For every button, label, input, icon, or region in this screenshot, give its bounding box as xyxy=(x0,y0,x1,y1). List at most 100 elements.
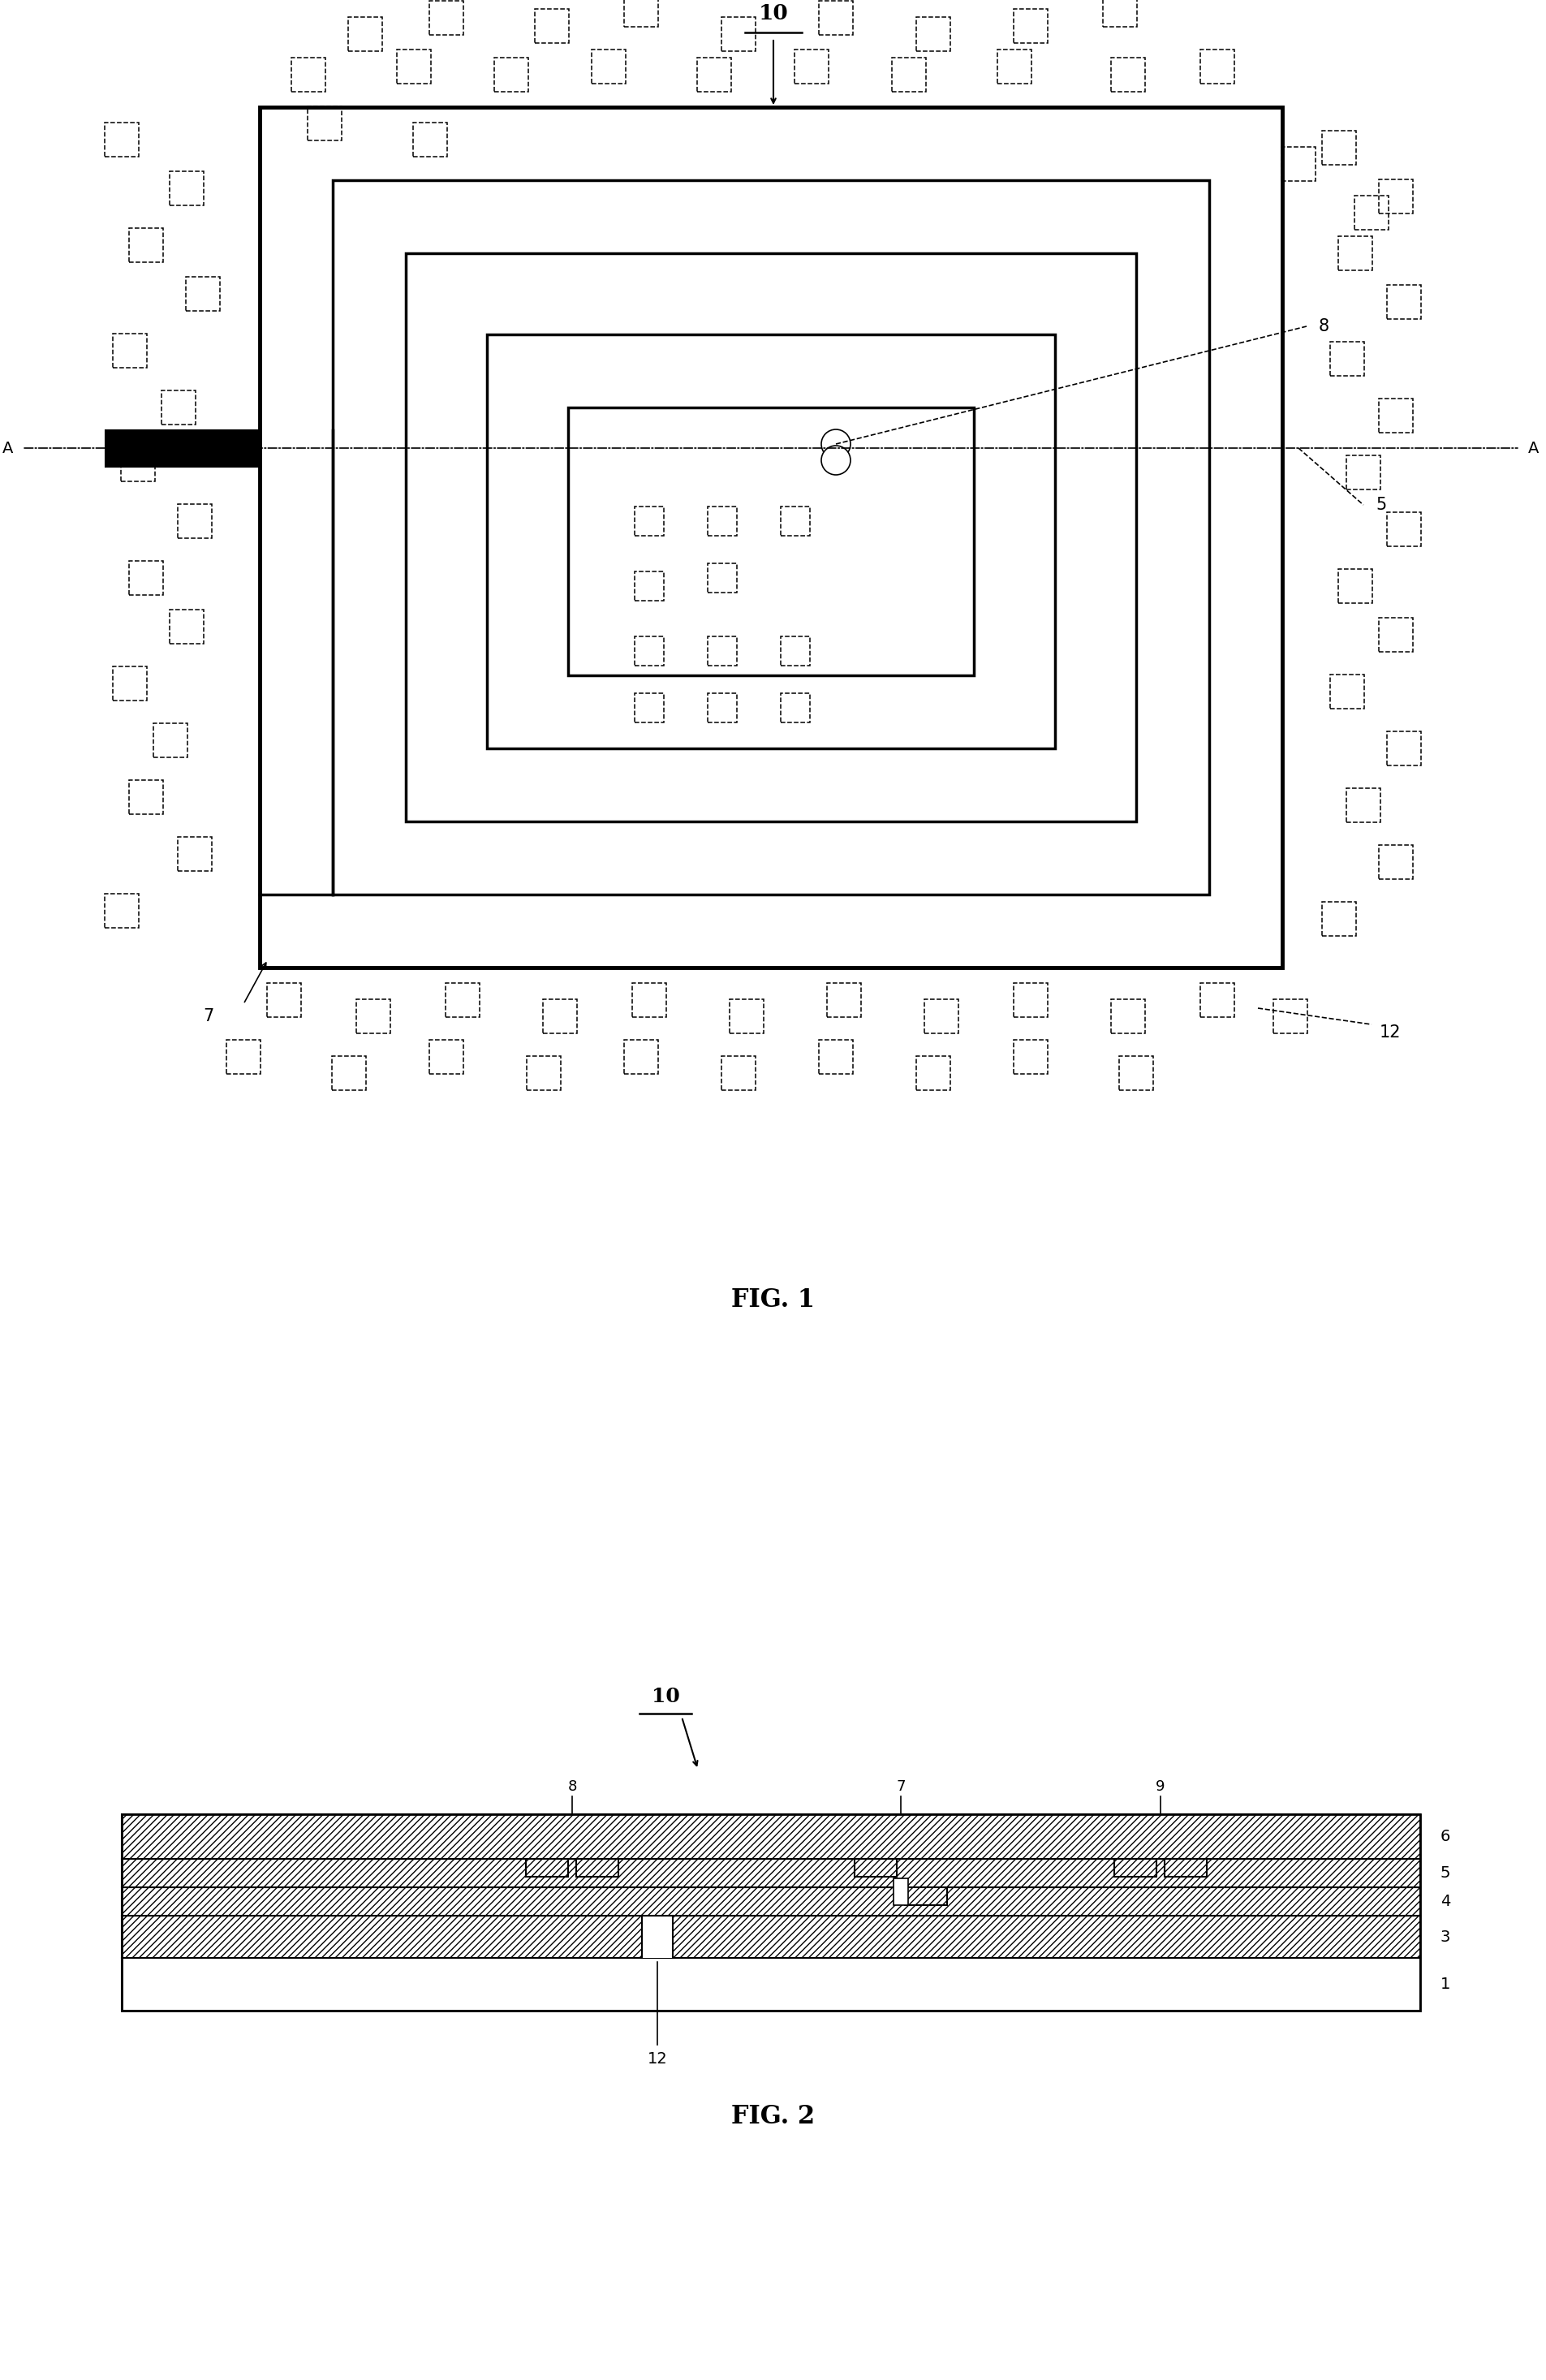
Bar xyxy=(1337,569,1371,602)
Bar xyxy=(915,17,949,50)
Bar xyxy=(720,17,754,50)
Bar xyxy=(925,1000,959,1033)
Bar xyxy=(267,983,301,1016)
Text: 9: 9 xyxy=(1155,1780,1164,1795)
Bar xyxy=(1013,10,1047,43)
Text: 4: 4 xyxy=(1439,1894,1450,1909)
Bar xyxy=(1337,236,1371,271)
Bar xyxy=(1330,343,1364,376)
Bar xyxy=(170,171,204,205)
Bar xyxy=(795,50,829,83)
Bar xyxy=(781,693,810,724)
Bar xyxy=(634,635,663,666)
Text: FIG. 2: FIG. 2 xyxy=(731,2104,815,2128)
Bar xyxy=(1387,731,1421,766)
Text: FIG. 1: FIG. 1 xyxy=(731,1288,815,1314)
Bar xyxy=(186,276,220,312)
Bar xyxy=(128,562,162,595)
Bar xyxy=(1200,983,1234,1016)
Bar xyxy=(535,10,569,43)
Bar xyxy=(487,336,1054,747)
Bar xyxy=(1013,1040,1047,1073)
Bar xyxy=(1102,0,1136,26)
Text: 3: 3 xyxy=(1439,1930,1450,1944)
Bar xyxy=(122,1887,1419,1916)
Bar xyxy=(1377,619,1411,652)
Bar xyxy=(853,1859,897,1878)
Bar xyxy=(1387,512,1421,547)
Bar xyxy=(708,635,736,666)
Bar xyxy=(697,57,731,93)
Bar xyxy=(634,507,663,536)
Bar xyxy=(642,1916,673,1959)
Bar xyxy=(708,507,736,536)
Text: 1: 1 xyxy=(1439,1975,1450,1992)
Bar xyxy=(1377,845,1411,878)
Bar xyxy=(1200,50,1234,83)
Bar xyxy=(720,1057,754,1090)
Text: 7: 7 xyxy=(203,1009,213,1023)
Bar xyxy=(708,693,736,724)
Bar xyxy=(730,1000,764,1033)
Bar xyxy=(405,252,1136,821)
Bar xyxy=(105,895,139,928)
Bar xyxy=(781,507,810,536)
Bar xyxy=(526,1859,567,1878)
Bar xyxy=(445,983,479,1016)
Bar xyxy=(153,724,187,757)
Bar xyxy=(430,1040,464,1073)
Bar xyxy=(122,1814,1419,2011)
Bar xyxy=(413,124,447,157)
Bar xyxy=(634,571,663,600)
Bar xyxy=(567,407,974,676)
Circle shape xyxy=(821,445,850,476)
Bar xyxy=(1354,195,1388,231)
Bar xyxy=(543,1000,577,1033)
Bar xyxy=(1119,1057,1153,1090)
Bar xyxy=(904,1887,946,1904)
Bar xyxy=(708,564,736,593)
Text: 10: 10 xyxy=(651,1687,679,1706)
Bar xyxy=(1013,983,1047,1016)
Bar xyxy=(1322,131,1356,164)
Bar xyxy=(260,107,1282,969)
Bar xyxy=(113,333,147,369)
Bar xyxy=(623,0,657,26)
Bar xyxy=(642,1935,673,1959)
Bar xyxy=(892,57,926,93)
Bar xyxy=(915,1057,949,1090)
Text: 8: 8 xyxy=(1319,319,1328,336)
Bar xyxy=(1330,674,1364,709)
Bar xyxy=(818,1040,852,1073)
Bar xyxy=(178,505,212,538)
Bar xyxy=(348,17,382,50)
Bar xyxy=(291,57,325,93)
Bar xyxy=(105,124,139,157)
Bar xyxy=(634,693,663,724)
Bar xyxy=(818,0,852,36)
Bar xyxy=(577,1859,618,1878)
Bar xyxy=(1164,1859,1206,1878)
Bar xyxy=(122,1814,1419,1859)
Bar xyxy=(1113,1859,1156,1878)
Bar xyxy=(495,57,529,93)
Bar xyxy=(1280,148,1314,181)
Bar xyxy=(178,838,212,871)
Bar xyxy=(105,431,260,466)
Bar xyxy=(122,1916,1419,1959)
Bar xyxy=(527,1057,561,1090)
Bar xyxy=(226,1040,260,1073)
Bar xyxy=(1110,57,1144,93)
Text: 12: 12 xyxy=(1379,1023,1401,1040)
Bar xyxy=(161,390,195,424)
Bar xyxy=(1322,902,1356,935)
Bar xyxy=(632,983,666,1016)
Text: 8: 8 xyxy=(567,1780,577,1795)
Bar xyxy=(122,1859,1419,1887)
Bar xyxy=(997,50,1031,83)
Bar xyxy=(1377,179,1411,214)
Bar xyxy=(1110,1000,1144,1033)
Text: A: A xyxy=(3,440,14,457)
Bar xyxy=(1272,1000,1306,1033)
Bar xyxy=(170,609,204,643)
